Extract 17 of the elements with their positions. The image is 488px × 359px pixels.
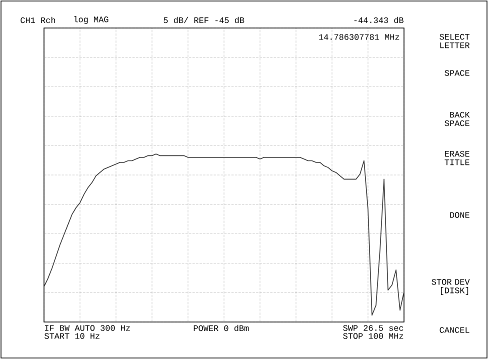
- text: START 10 Hz: [44, 333, 100, 339]
- text: POWER 0 dBm: [194, 324, 249, 332]
- text: IF BW AUTO 300 Hz: [45, 325, 130, 331]
- text: STOP 100 MHz: [343, 333, 404, 339]
- text: SWP 26.5 sec: [343, 325, 404, 331]
- text: ERASE TITLE: [444, 150, 470, 166]
- text: -44.343 dB: [354, 16, 404, 24]
- text: log MAG: [74, 16, 108, 24]
- text: STOR DEV [DISK]: [432, 279, 470, 295]
- text: 5 dB/ REF -45 dB: [164, 16, 244, 24]
- text: CANCEL: [440, 327, 470, 333]
- text: 14.786307781 MHz: [319, 34, 400, 40]
- text: SELECT LETTER: [440, 34, 470, 48]
- text: DONE: [450, 212, 470, 218]
- text: BACK SPACE: [444, 112, 470, 126]
- text: SPACE: [444, 70, 470, 76]
- text: CH1 Rch: [20, 16, 56, 24]
